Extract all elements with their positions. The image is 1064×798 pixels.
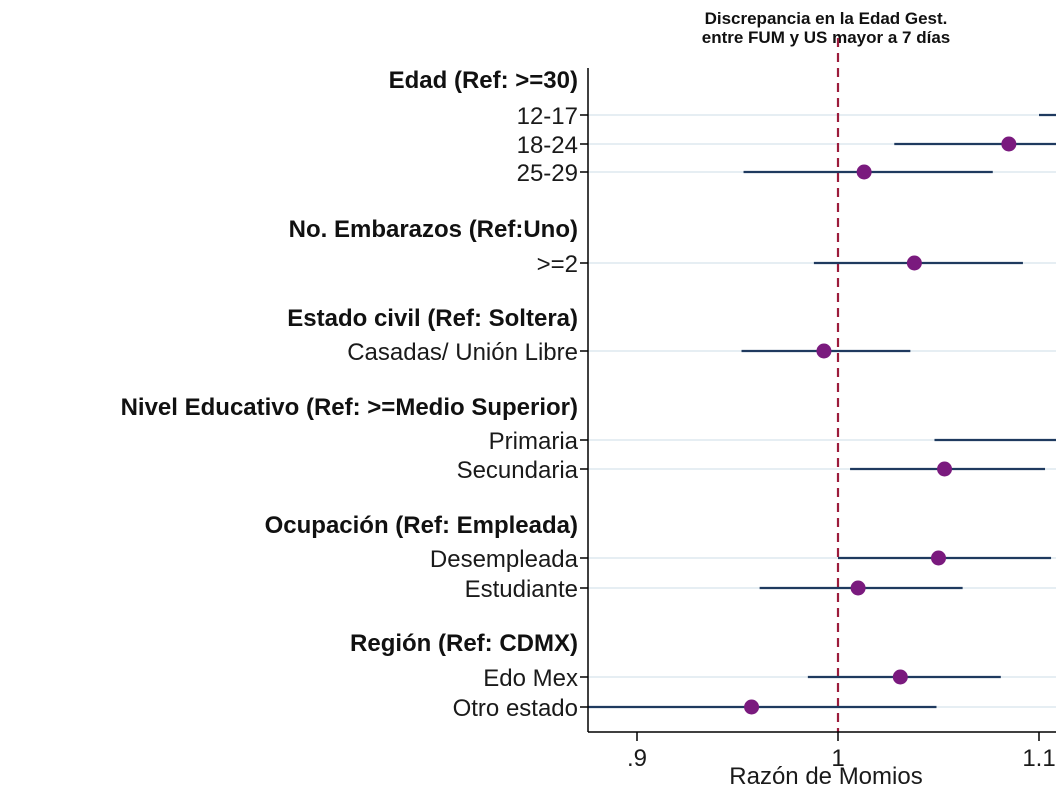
row-label: Estudiante — [465, 576, 578, 603]
odds-ratio-point — [892, 669, 908, 685]
row-label: Secundaria — [457, 457, 579, 484]
x-tick-label: 1 — [831, 745, 844, 772]
row-label: >=2 — [537, 251, 578, 278]
odds-ratio-point — [850, 580, 866, 596]
odds-ratio-points — [744, 136, 1017, 715]
grid-lines — [588, 114, 1056, 708]
row-label: Otro estado — [453, 695, 578, 722]
group-label: Ocupación (Ref: Empleada) — [265, 512, 578, 539]
odds-ratio-point — [816, 343, 832, 359]
confidence-intervals — [588, 113, 1056, 709]
odds-ratio-point — [744, 699, 760, 715]
odds-ratio-point — [856, 164, 872, 180]
group-label: Región (Ref: CDMX) — [350, 630, 578, 657]
x-tick-label: .9 — [627, 745, 647, 772]
chart-title: Discrepancia en la Edad Gest.entre FUM y… — [702, 9, 950, 47]
chart-title-line: Discrepancia en la Edad Gest. — [705, 9, 948, 28]
group-label: Edad (Ref: >=30) — [389, 67, 578, 94]
row-label: Primaria — [489, 428, 579, 455]
axes: .911.11.21.3 — [580, 68, 1056, 772]
row-label: 18-24 — [517, 132, 578, 159]
row-label: Edo Mex — [483, 665, 578, 692]
x-tick-label: 1.1 — [1022, 745, 1055, 772]
row-label: Casadas/ Unión Libre — [347, 339, 578, 366]
odds-ratio-point — [1001, 136, 1017, 152]
row-label: Desempleada — [430, 546, 579, 573]
group-label: No. Embarazos (Ref:Uno) — [289, 216, 578, 243]
group-label: Nivel Educativo (Ref: >=Medio Superior) — [121, 394, 578, 421]
chart-title-line: entre FUM y US mayor a 7 días — [702, 28, 950, 47]
group-label: Estado civil (Ref: Soltera) — [287, 305, 578, 332]
odds-ratio-point — [937, 461, 953, 477]
row-label: 25-29 — [517, 160, 578, 187]
odds-ratio-point — [906, 255, 922, 271]
row-label: 12-17 — [517, 103, 578, 130]
odds-ratio-point — [931, 550, 946, 566]
x-axis-title: Razón de Momios — [729, 763, 922, 790]
